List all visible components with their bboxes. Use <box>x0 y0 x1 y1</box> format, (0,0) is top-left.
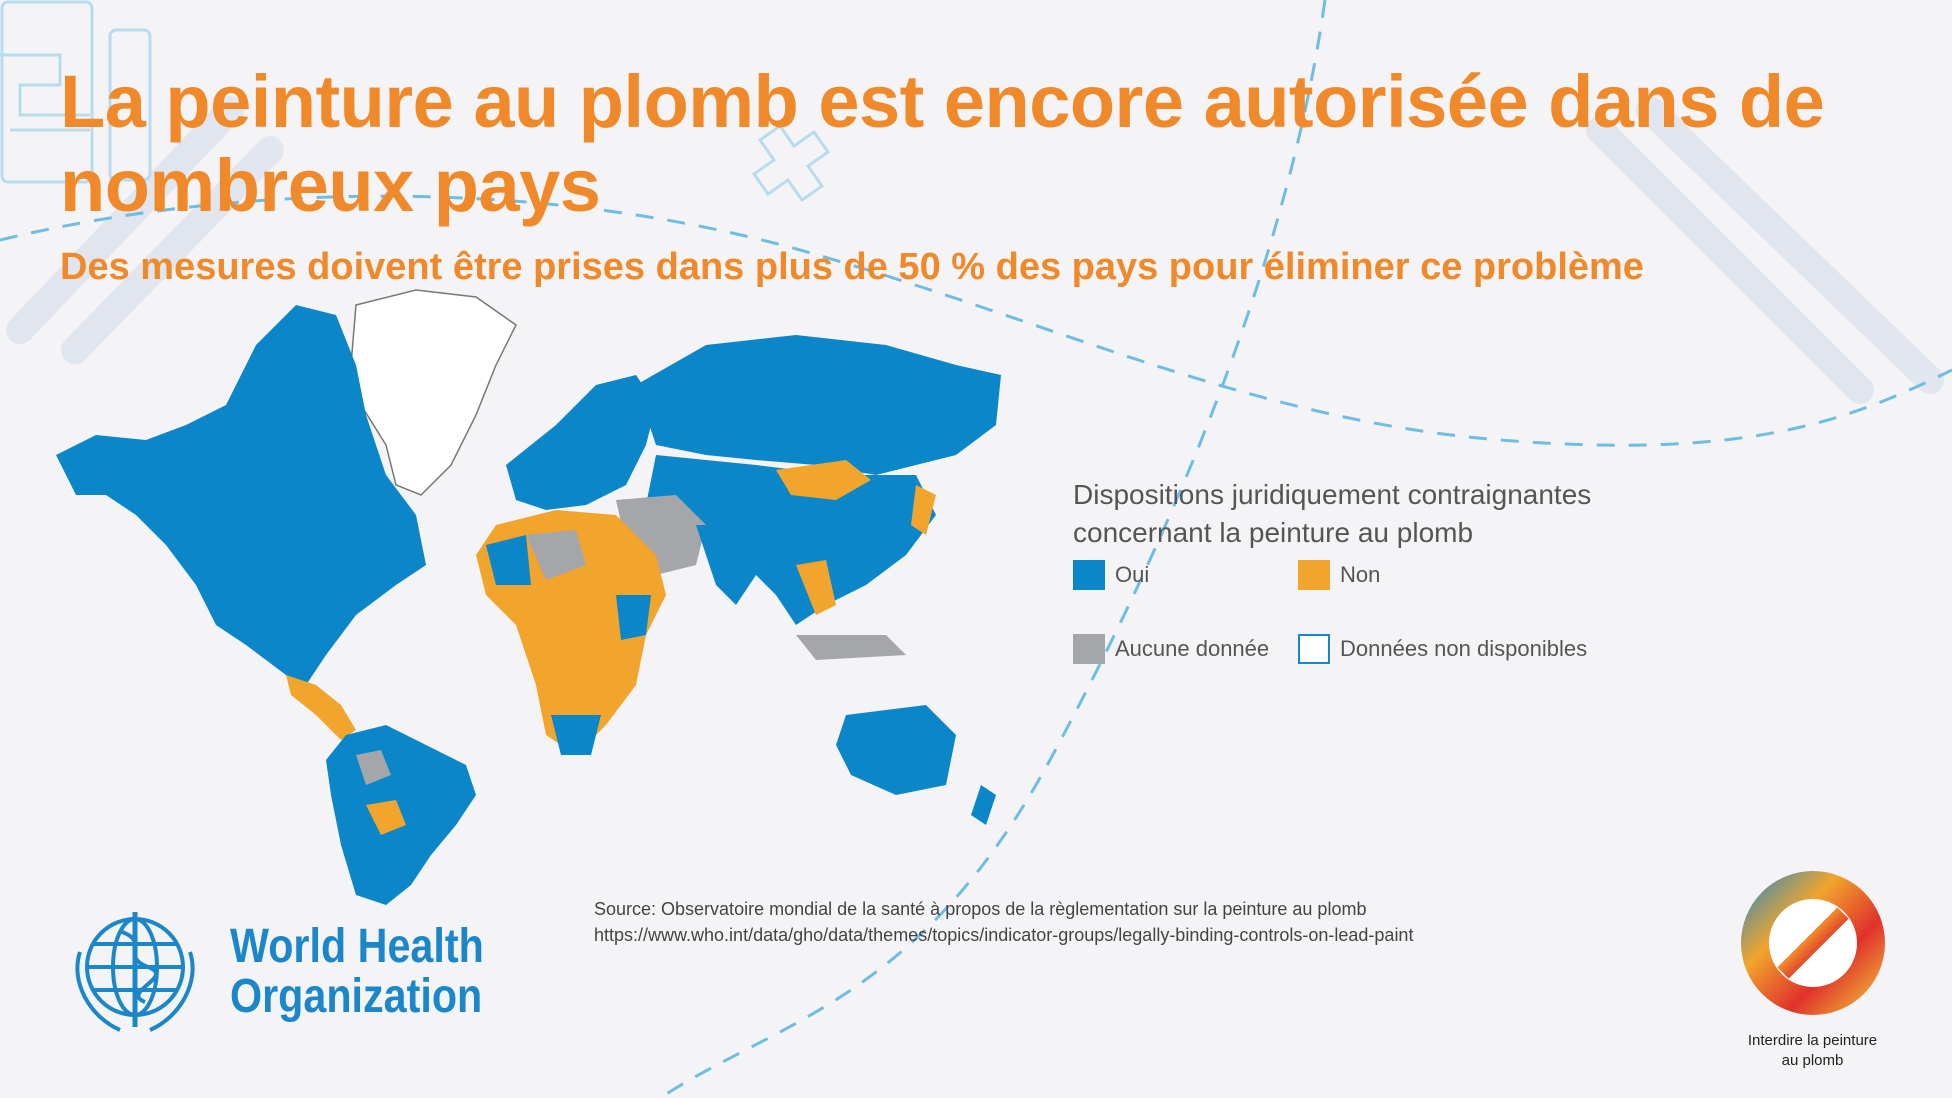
north-america <box>56 305 426 685</box>
legend-swatch-no-data <box>1073 634 1105 664</box>
legend-title-line1: Dispositions juridiquement contraignante… <box>1073 479 1592 510</box>
page-title: La peinture au plomb est encore autorisé… <box>60 60 1825 227</box>
legend-label-no-data: Aucune donnée <box>1115 636 1270 661</box>
legend-item-no-data: Aucune donnée <box>1073 634 1269 664</box>
southeast-asia-non <box>796 560 836 615</box>
campaign-badge: Interdire la peinture au plomb <box>1725 868 1900 1071</box>
legend-label-non: Non <box>1340 562 1381 587</box>
legend-item-not-available: Données non disponibles <box>1298 634 1587 664</box>
asia <box>646 455 936 625</box>
europe <box>506 375 656 510</box>
africa-oui-east <box>616 595 651 640</box>
who-logo: World Health Organization <box>60 902 525 1042</box>
legend-item-oui: Oui <box>1073 560 1149 590</box>
south-america-no-data <box>356 750 391 785</box>
legend-label-not-available: Données non disponibles <box>1340 636 1588 661</box>
campaign-caption-line2: au plomb <box>1781 1052 1844 1069</box>
who-wordmark: World Health Organization <box>230 922 484 1022</box>
who-wordmark-line1: World Health <box>230 920 484 973</box>
who-wordmark-line2: Organization <box>230 970 483 1023</box>
legend-swatch-non <box>1298 560 1330 590</box>
new-zealand <box>971 785 996 825</box>
source-link[interactable]: https://www.who.int/data/gho/data/themes… <box>594 925 1414 945</box>
campaign-logo-icon <box>1740 871 1885 1015</box>
central-america <box>286 675 356 740</box>
australia <box>836 705 956 795</box>
russia <box>636 335 1001 475</box>
africa-oui-north <box>486 535 531 585</box>
legend-label-oui: Oui <box>1115 562 1150 587</box>
source-note: Source: Observatoire mondial de la santé… <box>594 896 1654 948</box>
legend-swatch-oui <box>1073 560 1105 590</box>
who-emblem-icon <box>75 912 195 1032</box>
campaign-caption: Interdire la peinture au plomb <box>1725 1031 1900 1071</box>
south-asia <box>696 525 756 605</box>
campaign-caption-line1: Interdire la peinture <box>1747 1032 1878 1049</box>
indonesia <box>796 635 906 660</box>
legend-title-line2: concernant la peinture au plomb <box>1073 517 1474 548</box>
africa-no-data <box>526 530 586 580</box>
bolivia <box>366 800 406 835</box>
source-line: Source: Observatoire mondial de la santé… <box>594 899 1367 919</box>
japan <box>911 485 936 535</box>
legend-item-non: Non <box>1298 560 1380 590</box>
legend-swatch-not-available <box>1298 634 1330 664</box>
map-legend: Dispositions juridiquement contraignante… <box>1073 476 1693 690</box>
page-subtitle: Des mesures doivent être prises dans plu… <box>60 246 1644 288</box>
south-africa <box>551 715 601 755</box>
mongolia <box>776 460 871 500</box>
world-map <box>56 289 1001 905</box>
legend-grid: Oui Non Aucune donnée Données non dispon… <box>1073 560 1693 690</box>
